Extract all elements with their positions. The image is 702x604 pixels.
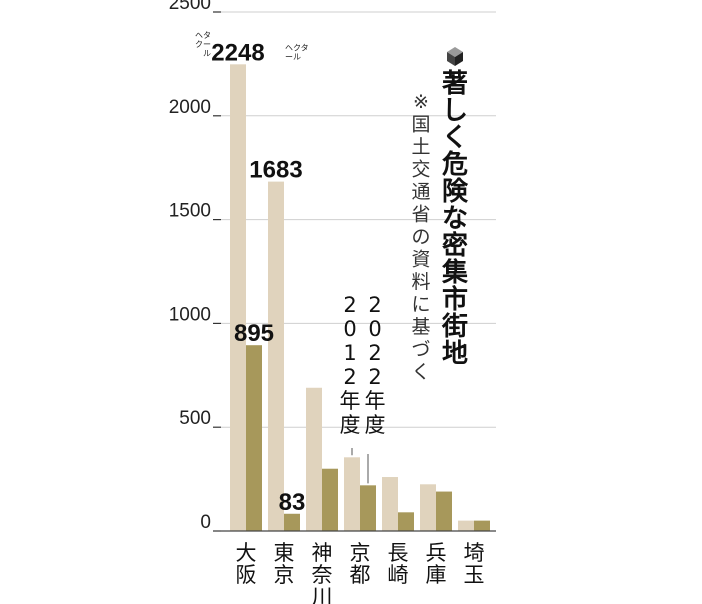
- bar: [436, 491, 452, 531]
- category-label: 埼玉: [464, 541, 485, 587]
- bar: [474, 520, 490, 531]
- bar: [230, 64, 246, 532]
- bar: [246, 345, 262, 531]
- bar: [382, 477, 398, 531]
- cube-icon: [455, 52, 463, 66]
- data-label: 895: [234, 320, 274, 347]
- legend-label: 2 0 1 2 年度: [340, 293, 361, 437]
- category-label: 東京: [274, 541, 295, 587]
- bar: [322, 468, 338, 531]
- y-tick-label: 500: [179, 408, 211, 429]
- y-tick-label: 1000: [169, 304, 211, 325]
- y-axis-unit: ヘク: [195, 31, 203, 49]
- data-label: 83: [279, 489, 306, 516]
- bar: [306, 387, 322, 531]
- category-label: 兵庫: [426, 541, 447, 587]
- bar: [344, 457, 360, 531]
- category-label: 京都: [350, 541, 371, 587]
- cube-icon: [447, 52, 455, 66]
- y-tick-label: 1500: [169, 201, 211, 222]
- bar: [420, 484, 436, 531]
- bar: [360, 485, 376, 531]
- category-label: 長崎: [388, 541, 409, 587]
- chart-note: ※国土交通省の資料に基づく: [411, 91, 430, 383]
- legend-label: 2 0 2 2 年度: [365, 293, 386, 437]
- bar: [268, 181, 284, 532]
- y-tick-label: 0: [200, 512, 211, 533]
- data-label-unit: ヘクタ: [285, 43, 309, 52]
- bar: [284, 513, 300, 531]
- y-tick-label: 2000: [169, 97, 211, 118]
- chart-title: 著しく危険な密集市街地: [441, 69, 469, 369]
- y-axis-unit: タール: [203, 31, 211, 58]
- data-label-unit: ール: [285, 52, 301, 61]
- bar: [398, 512, 414, 531]
- bar: [458, 520, 474, 531]
- data-label: 2248: [211, 39, 264, 66]
- y-tick-label: 2500: [169, 0, 211, 14]
- category-label: 大阪: [236, 541, 257, 587]
- data-label: 1683: [249, 157, 302, 184]
- category-label: 神奈川: [312, 541, 333, 604]
